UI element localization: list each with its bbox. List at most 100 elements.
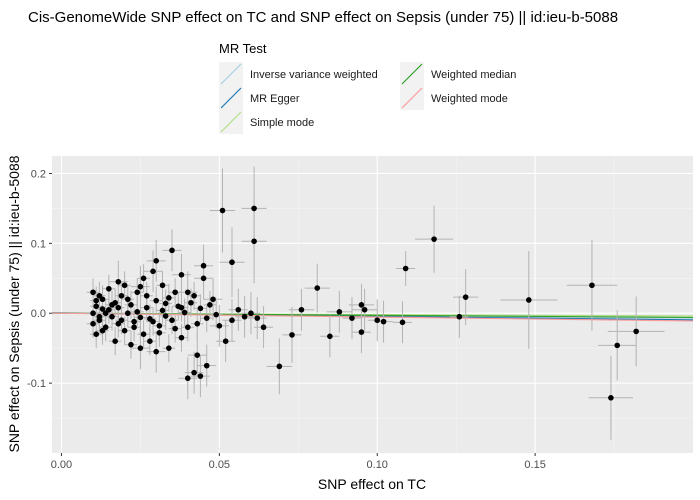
data-point: [131, 324, 137, 331]
data-point: [229, 317, 235, 324]
data-point: [374, 317, 381, 324]
data-point: [203, 362, 210, 369]
data-point: [121, 282, 128, 289]
data-point: [150, 318, 156, 325]
data-point: [251, 205, 257, 212]
data-point: [143, 292, 150, 299]
legend-label: Weighted median: [431, 69, 516, 81]
data-point: [159, 282, 166, 289]
data-point: [172, 325, 178, 332]
data-point: [184, 375, 191, 382]
y-tick-label: 0.0: [31, 308, 46, 320]
data-point: [361, 306, 368, 313]
legend-label: Weighted mode: [431, 93, 508, 105]
data-point: [121, 327, 128, 334]
data-point: [153, 297, 160, 304]
data-point: [169, 247, 175, 254]
data-point: [235, 306, 242, 313]
data-point: [254, 315, 261, 321]
data-point: [90, 320, 96, 327]
legend-entry: Weighted mode: [400, 86, 508, 110]
legend-swatch: [220, 87, 242, 109]
y-tick-label: -0.1: [27, 378, 46, 390]
data-point: [200, 262, 207, 269]
data-point: [191, 292, 197, 299]
legend-swatch: [220, 111, 242, 133]
data-point: [402, 265, 409, 272]
data-point: [210, 296, 216, 303]
data-point: [162, 313, 169, 319]
data-point: [456, 313, 463, 320]
data-point: [399, 319, 406, 326]
data-point: [184, 289, 191, 296]
data-point: [137, 345, 144, 351]
data-point: [181, 309, 188, 316]
data-point: [200, 275, 207, 282]
data-point: [140, 331, 147, 338]
data-point: [109, 302, 115, 308]
data-point: [140, 275, 147, 282]
data-point: [608, 394, 614, 401]
data-point: [178, 304, 185, 311]
data-point: [289, 332, 295, 338]
x-tick-label: 0.10: [367, 459, 388, 471]
chart-title: Cis-GenomeWide SNP effect on TC and SNP …: [28, 9, 618, 26]
data-point: [184, 324, 191, 331]
data-point: [327, 333, 333, 340]
data-point: [166, 295, 172, 301]
data-point: [197, 373, 204, 379]
data-point: [124, 310, 131, 317]
legend-entry: MR Egger: [219, 86, 300, 110]
y-tick-label: 0.2: [31, 168, 46, 180]
data-point: [153, 258, 160, 264]
data-point: [162, 300, 169, 307]
data-point: [216, 323, 223, 329]
legend-entry: Weighted median: [400, 62, 516, 86]
data-point: [197, 305, 204, 312]
legend-title: MR Test: [219, 41, 267, 56]
data-point: [90, 310, 96, 317]
x-tick-label: 0.05: [209, 459, 230, 471]
data-point: [358, 329, 365, 335]
data-point: [137, 314, 144, 321]
data-point: [248, 310, 254, 317]
data-point: [336, 309, 343, 315]
legend-label: Inverse variance weighted: [250, 69, 378, 81]
data-point: [96, 292, 103, 299]
data-point: [102, 310, 109, 317]
x-tick-label: 0.00: [51, 459, 72, 471]
x-tick-label: 0.15: [524, 459, 545, 471]
data-point: [156, 330, 163, 336]
data-point: [153, 348, 160, 355]
data-point: [526, 297, 532, 303]
data-point: [194, 320, 201, 327]
y-tick-label: 0.1: [31, 238, 46, 250]
data-point: [260, 324, 267, 331]
data-point: [213, 311, 219, 318]
data-point: [128, 302, 134, 308]
data-point: [172, 289, 178, 296]
legend-swatch: [220, 63, 242, 85]
data-point: [93, 303, 100, 310]
data-point: [462, 294, 469, 300]
data-point: [134, 289, 141, 296]
data-point: [128, 341, 134, 348]
legend-swatch: [401, 63, 423, 85]
data-point: [589, 282, 595, 289]
data-point: [178, 334, 185, 341]
data-point: [147, 338, 153, 344]
data-point: [349, 315, 355, 321]
data-point: [194, 352, 201, 358]
legend-label: Simple mode: [250, 117, 314, 129]
data-point: [112, 338, 118, 344]
data-point: [251, 238, 257, 245]
data-point: [106, 285, 112, 292]
data-point: [124, 296, 131, 303]
data-point: [276, 363, 283, 370]
data-point: [166, 345, 172, 351]
legend-swatch: [401, 87, 423, 109]
data-point: [178, 272, 185, 278]
data-point: [93, 331, 100, 338]
data-point: [156, 323, 163, 329]
